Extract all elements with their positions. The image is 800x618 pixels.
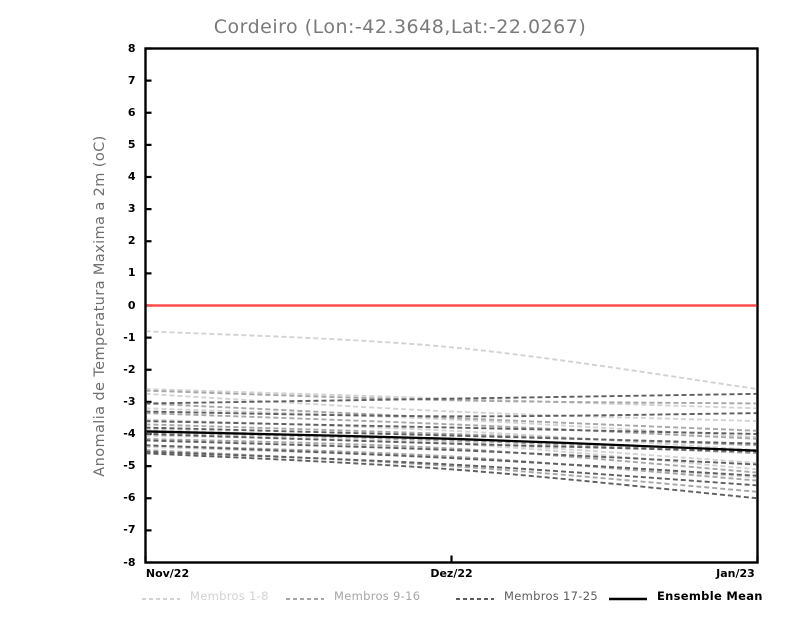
y-axis-tick-label: 0 — [127, 298, 136, 312]
y-axis-tick-label: -4 — [123, 427, 136, 440]
legend-dashed-line-icon — [141, 590, 181, 602]
legend-label: Membros 9-16 — [334, 589, 421, 603]
member-line — [146, 389, 757, 405]
member-line — [146, 426, 757, 445]
legend-label: Membros 1-8 — [190, 589, 269, 603]
y-axis-tick-label: -5 — [123, 459, 136, 473]
series-group — [146, 330, 757, 500]
legend-item[interactable]: Ensemble Mean — [608, 586, 763, 606]
legend-label: Membros 17-25 — [504, 589, 598, 603]
y-axis-tick-label: -7 — [123, 523, 136, 537]
member-line — [146, 450, 757, 487]
member-line — [146, 433, 757, 453]
member-line — [146, 437, 757, 474]
legend-label: Ensemble Mean — [657, 589, 763, 603]
legend-item[interactable]: Membros 17-25 — [455, 586, 598, 606]
chart-legend: Membros 1-8 Membros 9-16 Membros 17-25 Ense… — [0, 586, 800, 608]
y-axis-tick-label: 2 — [127, 234, 136, 248]
y-axis-tick-label: -8 — [123, 555, 136, 569]
legend-solid-line-icon — [608, 590, 648, 602]
y-axis-tick-label: 1 — [127, 266, 136, 280]
member-line — [146, 330, 757, 390]
y-axis-tick-label: -6 — [123, 491, 136, 505]
y-axis-tick-label: 6 — [127, 105, 136, 119]
legend-dashed-line-icon — [285, 590, 325, 602]
y-axis-tick-label: -3 — [123, 394, 136, 408]
y-axis-tick-label: 5 — [127, 137, 136, 151]
y-axis-tick-label: 8 — [127, 41, 136, 55]
y-axis-tick-label: -1 — [123, 330, 136, 344]
ensemble-mean-line — [146, 430, 757, 452]
member-line — [146, 402, 757, 432]
legend-item[interactable]: Membros 1-8 — [141, 586, 269, 606]
member-line — [146, 410, 757, 418]
legend-item[interactable]: Membros 9-16 — [285, 586, 420, 606]
legend-dashed-line-icon — [455, 590, 495, 602]
member-line — [146, 439, 757, 466]
chart-title: Cordeiro (Lon:-42.3648,Lat:-22.0267) — [213, 16, 587, 38]
y-axis-tick-label: 3 — [127, 202, 136, 216]
member-line — [146, 412, 757, 440]
x-axis-tick-label: Dez/22 — [430, 566, 473, 580]
y-axis-tick-label: 4 — [127, 170, 136, 183]
member-line — [146, 452, 757, 500]
member-line — [146, 392, 757, 405]
x-axis-tick-label: Nov/22 — [145, 566, 190, 580]
member-line — [146, 420, 757, 435]
member-line — [146, 444, 757, 477]
y-axis-tick-label: -2 — [123, 362, 136, 376]
y-axis-tick-label: 7 — [127, 73, 136, 87]
member-line — [146, 392, 757, 423]
x-axis-tick-label: Jan/23 — [716, 566, 755, 580]
